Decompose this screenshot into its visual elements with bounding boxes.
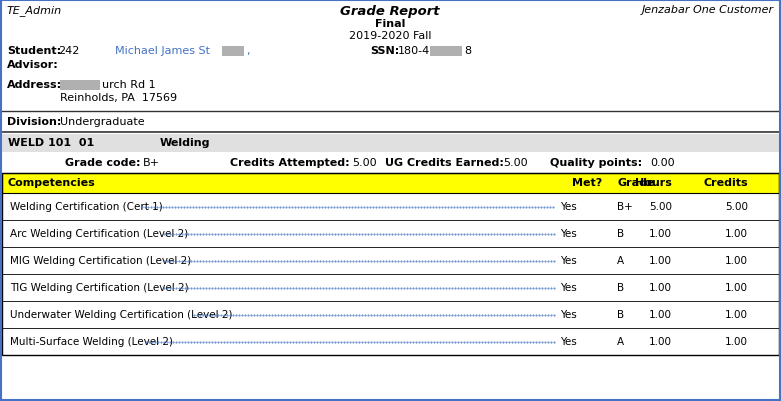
Text: Advisor:: Advisor: [7, 60, 59, 70]
Text: Arc Welding Certification (Level 2): Arc Welding Certification (Level 2) [10, 229, 188, 239]
Bar [2, 194, 779, 221]
Text: Grade Report: Grade Report [341, 5, 440, 18]
Bar [430, 47, 462, 57]
Text: 242: 242 [58, 46, 80, 56]
Text: Final: Final [375, 19, 405, 29]
Text: Yes: Yes [560, 309, 576, 319]
Text: Multi-Surface Welding (Level 2): Multi-Surface Welding (Level 2) [10, 336, 173, 346]
Bar [2, 174, 779, 194]
Text: Yes: Yes [560, 336, 576, 346]
Text: Competencies: Competencies [8, 178, 96, 188]
Text: 5.00: 5.00 [649, 201, 672, 211]
Text: Yes: Yes [560, 282, 576, 292]
Text: Credits Attempted:: Credits Attempted: [230, 158, 350, 168]
Text: 0.00: 0.00 [650, 158, 675, 168]
Text: 8: 8 [464, 46, 471, 56]
Text: 1.00: 1.00 [649, 255, 672, 265]
Bar [2, 328, 779, 355]
Bar [2, 135, 779, 153]
Text: urch Rd 1: urch Rd 1 [102, 80, 155, 90]
Text: Welding: Welding [160, 138, 211, 148]
Text: B: B [617, 309, 624, 319]
Text: WELD 101  01: WELD 101 01 [8, 138, 95, 148]
Text: Grade: Grade [617, 178, 654, 188]
Text: 1.00: 1.00 [725, 229, 748, 239]
Text: UG Credits Earned:: UG Credits Earned: [385, 158, 504, 168]
Text: 180-4: 180-4 [398, 46, 430, 56]
Text: 5.00: 5.00 [352, 158, 376, 168]
Text: 1.00: 1.00 [649, 309, 672, 319]
Text: 1.00: 1.00 [725, 309, 748, 319]
Text: 2019-2020 Fall: 2019-2020 Fall [349, 31, 431, 41]
Bar [60, 81, 100, 91]
Text: Yes: Yes [560, 201, 576, 211]
Bar [222, 47, 244, 57]
Text: 1.00: 1.00 [649, 336, 672, 346]
Text: 1.00: 1.00 [725, 255, 748, 265]
Bar [2, 301, 779, 328]
Text: Credits: Credits [704, 178, 748, 188]
Text: Underwater Welding Certification (Level 2): Underwater Welding Certification (Level … [10, 309, 233, 319]
Text: B+: B+ [143, 158, 160, 168]
Text: 1.00: 1.00 [649, 229, 672, 239]
Text: Division:: Division: [7, 117, 62, 127]
Text: Quality points:: Quality points: [550, 158, 642, 168]
Text: 1.00: 1.00 [649, 282, 672, 292]
Text: 1.00: 1.00 [725, 336, 748, 346]
Text: Jenzabar One Customer: Jenzabar One Customer [642, 5, 774, 15]
Bar [2, 174, 779, 355]
Text: TE_Admin: TE_Admin [7, 5, 62, 16]
Text: Hours: Hours [635, 178, 672, 188]
Text: MIG Welding Certification (Level 2): MIG Welding Certification (Level 2) [10, 255, 191, 265]
Text: 1.00: 1.00 [725, 282, 748, 292]
Text: Welding Certification (Cert 1): Welding Certification (Cert 1) [10, 201, 162, 211]
Bar [2, 247, 779, 274]
Text: TIG Welding Certification (Level 2): TIG Welding Certification (Level 2) [10, 282, 189, 292]
Text: B: B [617, 229, 624, 239]
Text: Met?: Met? [572, 178, 602, 188]
Bar [2, 221, 779, 247]
Text: Yes: Yes [560, 229, 576, 239]
Text: Yes: Yes [560, 255, 576, 265]
Text: Address:: Address: [7, 80, 62, 90]
Text: 5.00: 5.00 [503, 158, 528, 168]
Text: Grade code:: Grade code: [65, 158, 141, 168]
Text: Undergraduate: Undergraduate [60, 117, 144, 127]
Text: Reinholds, PA  17569: Reinholds, PA 17569 [60, 93, 177, 103]
Text: Michael James St: Michael James St [115, 46, 210, 56]
Text: B: B [617, 282, 624, 292]
Bar [2, 274, 779, 301]
Text: B+: B+ [617, 201, 633, 211]
Text: ,: , [246, 46, 249, 56]
Text: A: A [617, 255, 624, 265]
Text: A: A [617, 336, 624, 346]
Text: 5.00: 5.00 [725, 201, 748, 211]
Text: SSN:: SSN: [370, 46, 399, 56]
Text: Student:: Student: [7, 46, 61, 56]
